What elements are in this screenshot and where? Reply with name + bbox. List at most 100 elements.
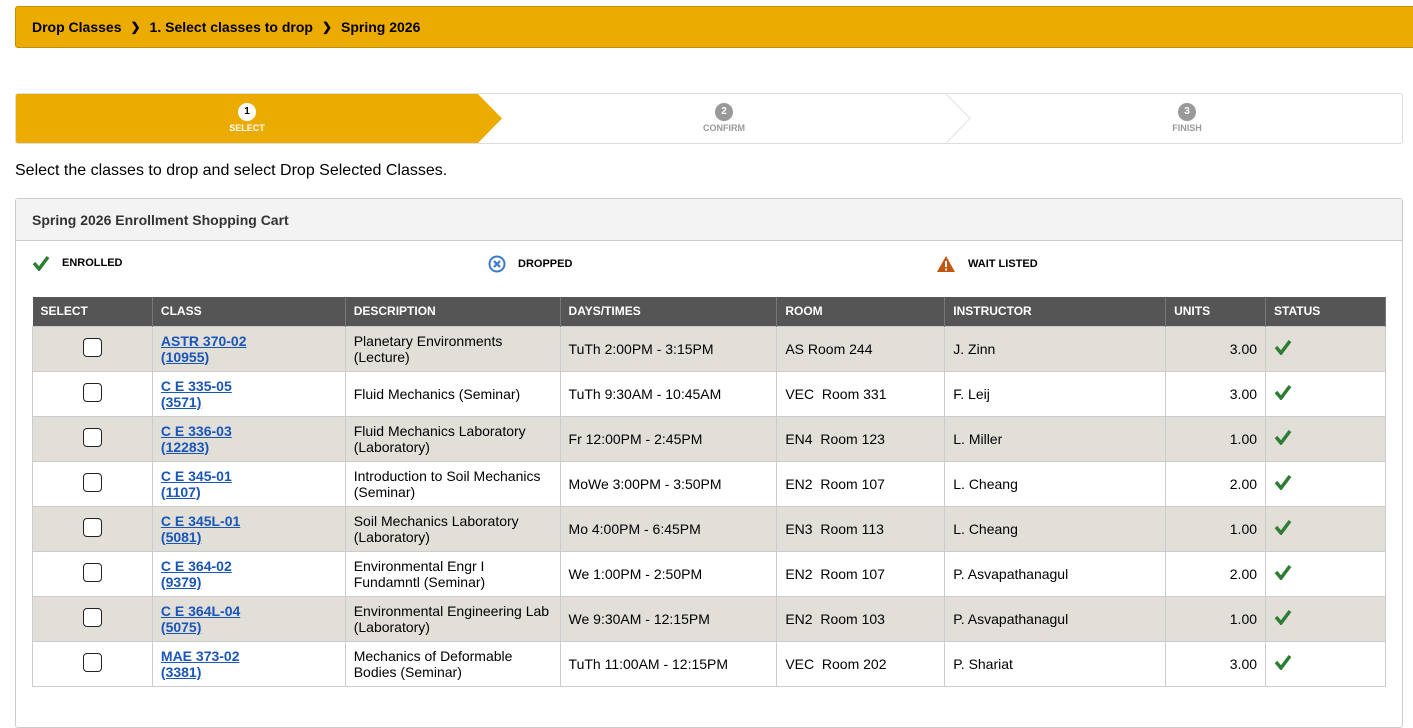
class-link[interactable]: C E 364L-04 — [160, 602, 241, 619]
step-label: CONFIRM — [703, 123, 745, 133]
description-text: Bodies (Seminar) — [353, 663, 462, 680]
select-cell — [32, 550, 153, 597]
select-cell — [32, 370, 153, 417]
class-number-link[interactable]: (10955) — [160, 348, 210, 365]
instruction-text: Select the classes to drop and select Dr… — [15, 162, 448, 179]
units-cell: 3.00 — [1165, 325, 1267, 372]
class-link[interactable]: C E 335-05 — [160, 377, 232, 394]
room-cell: EN4 Room 123 — [776, 415, 946, 462]
select-checkbox[interactable] — [82, 517, 102, 537]
chevron-right-icon: ❯ — [321, 20, 333, 34]
room-cell: EN2 Room 107 — [776, 460, 946, 507]
class-number-link[interactable]: (12283) — [160, 438, 210, 455]
instructor-cell: P. Shariat — [944, 640, 1167, 687]
description-cell: Planetary Environments (Lecture) — [344, 325, 561, 372]
breadcrumb-drop-classes[interactable]: Drop Classes — [32, 19, 122, 35]
table-row: C E 364-02 (9379) Environmental Engr I Fun… — [32, 550, 1386, 597]
days-times-cell: MoWe 3:00PM - 3:50PM — [559, 460, 778, 507]
select-checkbox[interactable] — [82, 337, 102, 357]
column-header: SELECT — [32, 297, 153, 326]
class-cell: C E 345L-01 (5081) — [151, 505, 346, 552]
step-number: 2 — [715, 103, 733, 121]
step-finish: 3 FINISH — [970, 94, 1402, 143]
class-number-link[interactable]: (9379) — [160, 573, 202, 590]
instructor-cell: P. Asvapathanagul — [944, 595, 1167, 642]
table-row: C E 364L-04 (5075) Environmental Engineer… — [32, 595, 1386, 642]
description-cell: Fluid Mechanics (Seminar) — [344, 370, 561, 417]
legend-label: ENROLLED — [62, 257, 123, 269]
select-cell — [32, 595, 153, 642]
days-times-cell: Mo 4:00PM - 6:45PM — [559, 505, 778, 552]
days-times-cell: TuTh 9:30AM - 10:45AM — [559, 370, 778, 417]
progress-stepper: 1 SELECT 2 CONFIRM 3 FINISH — [15, 93, 1403, 144]
class-link[interactable]: MAE 373-02 — [160, 647, 240, 664]
units-cell: 3.00 — [1165, 370, 1267, 417]
column-header: CLASS — [152, 297, 346, 326]
legend-waitlisted: WAIT LISTED — [936, 255, 1038, 273]
column-header: STATUS — [1265, 297, 1386, 326]
enrolled-checkmark-icon — [1274, 519, 1292, 536]
instructor-cell: L. Cheang — [944, 505, 1167, 552]
days-times-cell: We 9:30AM - 12:15PM — [559, 595, 778, 642]
breadcrumb-step[interactable]: 1. Select classes to drop — [149, 19, 313, 35]
class-number-link[interactable]: (1107) — [160, 483, 201, 500]
class-number-link[interactable]: (3381) — [160, 663, 202, 680]
description-cell: Environmental Engineering Lab (Laboratory… — [344, 595, 561, 642]
class-link[interactable]: C E 345-01 — [160, 467, 232, 484]
column-header: DAYS/TIMES — [560, 297, 778, 326]
table-row: C E 335-05 (3571) Fluid Mechanics (Semina… — [32, 370, 1386, 417]
class-cell: C E 364L-04 (5075) — [151, 595, 346, 642]
dropped-x-circle-icon — [488, 255, 506, 273]
class-number-link[interactable]: (3571) — [160, 393, 202, 410]
instructor-cell: L. Miller — [944, 415, 1167, 462]
select-checkbox[interactable] — [82, 472, 102, 492]
step-label: FINISH — [1172, 123, 1202, 133]
legend-label: DROPPED — [518, 258, 573, 270]
class-link[interactable]: C E 364-02 — [160, 557, 232, 574]
class-number-link[interactable]: (5075) — [160, 618, 202, 635]
step-select: 1 SELECT — [16, 94, 478, 143]
select-checkbox[interactable] — [82, 607, 102, 627]
stepper-background — [16, 94, 971, 143]
column-header: INSTRUCTOR — [944, 297, 1167, 326]
instructor-cell: L. Cheang — [944, 460, 1167, 507]
breadcrumb-term: Spring 2026 — [341, 19, 421, 35]
room-cell: EN3 Room 113 — [776, 505, 946, 552]
class-link[interactable]: C E 345L-01 — [160, 512, 241, 529]
select-checkbox[interactable] — [82, 652, 102, 672]
days-times-cell: Fr 12:00PM - 2:45PM — [559, 415, 778, 462]
select-checkbox[interactable] — [82, 427, 102, 447]
enrolled-checkmark-icon — [1274, 564, 1292, 581]
panel-title: Spring 2026 Enrollment Shopping Cart — [16, 199, 1402, 241]
table-row: C E 336-03 (12283) Fluid Mechanics Labora… — [32, 415, 1386, 462]
units-cell: 1.00 — [1165, 595, 1267, 642]
class-number-link[interactable]: (5081) — [160, 528, 202, 545]
description-text: Mechanics of Deformable — [353, 647, 513, 664]
class-cell: C E 364-02 (9379) — [151, 550, 346, 597]
description-text: (Lecture) — [353, 348, 410, 365]
class-link[interactable]: ASTR 370-02 — [160, 332, 247, 349]
class-cell: C E 336-03 (12283) — [151, 415, 346, 462]
room-cell: AS Room 244 — [776, 325, 946, 372]
units-cell: 3.00 — [1165, 640, 1267, 687]
description-text: (Seminar) — [353, 483, 416, 500]
room-cell: EN2 Room 103 — [776, 595, 946, 642]
select-cell — [32, 415, 153, 462]
enrolled-checkmark-icon — [1274, 339, 1292, 356]
days-times-cell: TuTh 2:00PM - 3:15PM — [559, 325, 778, 372]
chevron-right-icon: ❯ — [130, 20, 141, 34]
class-cell: MAE 373-02 (3381) — [151, 640, 346, 687]
status-cell — [1265, 415, 1386, 462]
class-link[interactable]: C E 336-03 — [160, 422, 232, 439]
select-checkbox[interactable] — [82, 562, 102, 582]
instructor-cell: J. Zinn — [944, 325, 1167, 372]
select-cell — [32, 640, 153, 687]
enrolled-checkmark-icon — [1274, 429, 1292, 446]
select-checkbox[interactable] — [82, 382, 102, 402]
step-number: 3 — [1178, 103, 1196, 121]
enrolled-checkmark-icon — [1274, 654, 1292, 671]
room-cell: EN2 Room 107 — [776, 550, 946, 597]
column-header: UNITS — [1165, 297, 1267, 326]
description-text: Planetary Environments — [353, 332, 503, 349]
status-cell — [1265, 550, 1386, 597]
